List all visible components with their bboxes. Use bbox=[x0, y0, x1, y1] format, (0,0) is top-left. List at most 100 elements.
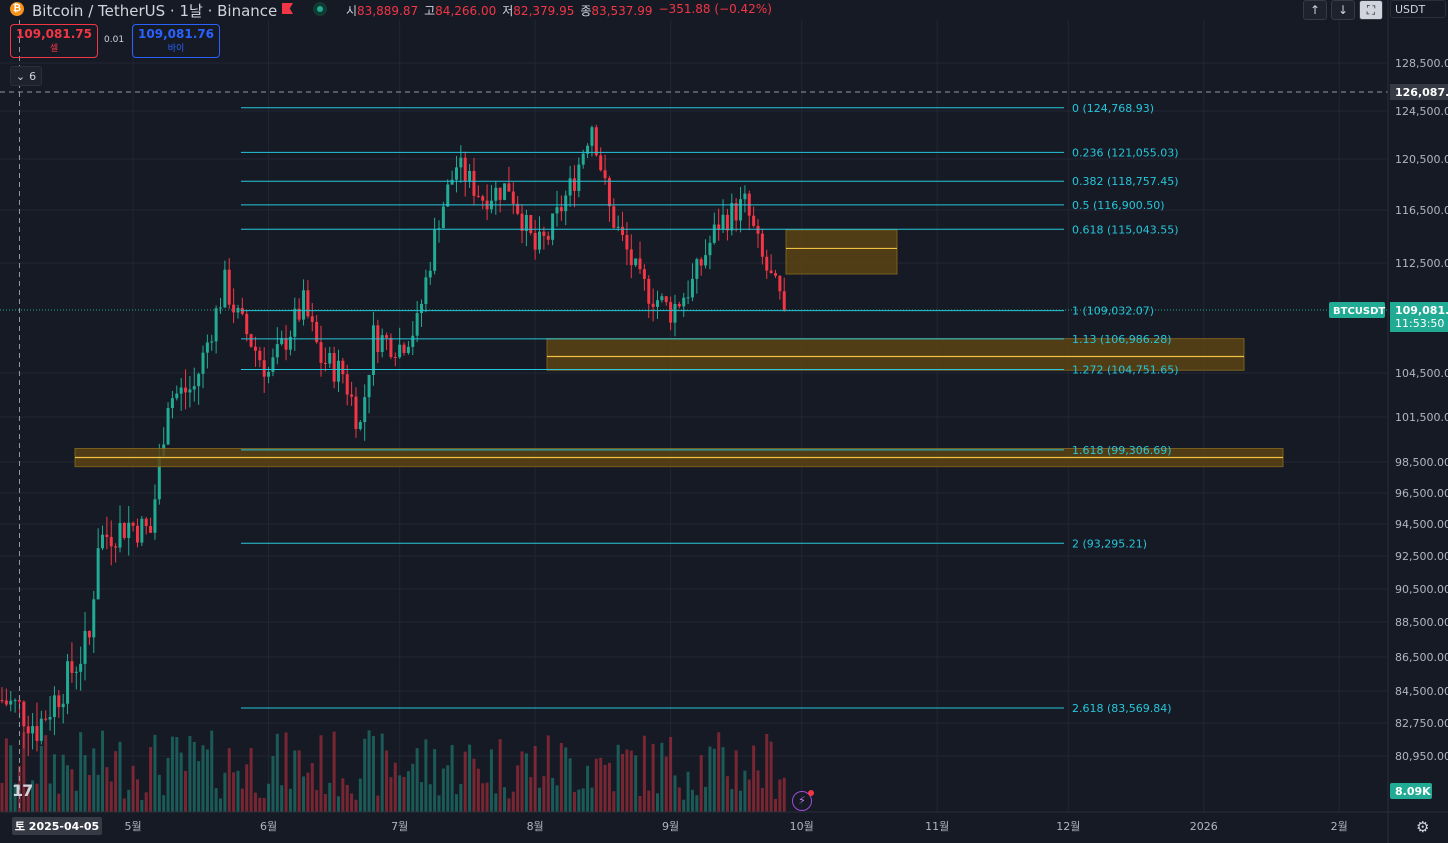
volume-bar bbox=[48, 783, 52, 812]
volume-bar bbox=[79, 732, 83, 812]
volume-bar bbox=[332, 731, 336, 812]
ohlc-legend: 시83,889.87 고84,266.00 저82,379.95 종83,537… bbox=[346, 2, 772, 19]
volume-bar bbox=[616, 744, 620, 812]
candle-body bbox=[739, 199, 743, 221]
candle-body bbox=[765, 256, 769, 271]
volume-bar bbox=[262, 797, 266, 812]
crosshair-date-tag bbox=[12, 817, 102, 835]
volume-bar bbox=[669, 736, 673, 812]
lightning-icon[interactable]: ⚡ bbox=[792, 790, 814, 811]
volume-bar bbox=[629, 750, 633, 812]
fibonacci-extension[interactable]: 0 (124,768.93) 0.236 (121,055.03) 0.382 (1… bbox=[241, 102, 1179, 715]
settings-gear-icon[interactable]: ⚙ bbox=[1416, 818, 1430, 836]
volume-bar bbox=[105, 767, 109, 812]
zone-box[interactable] bbox=[546, 338, 1245, 371]
volume-bar bbox=[415, 748, 419, 812]
volume-bar bbox=[371, 736, 375, 812]
candle-body bbox=[157, 456, 161, 500]
candle-body bbox=[621, 226, 625, 236]
candle-body bbox=[332, 353, 336, 382]
candle-body bbox=[179, 387, 183, 394]
candle-body bbox=[92, 599, 96, 638]
time-tick-label: 2026 bbox=[1190, 820, 1218, 833]
volume-bar bbox=[350, 793, 354, 812]
volume-bar bbox=[122, 798, 126, 812]
volume-bar bbox=[341, 778, 345, 812]
volume-bar bbox=[144, 792, 148, 812]
volume-bar bbox=[463, 751, 467, 812]
candle-body bbox=[511, 191, 515, 204]
scroll-up-button[interactable]: ↑ bbox=[1303, 0, 1327, 20]
volume-bar bbox=[92, 748, 96, 812]
volume-bar bbox=[647, 790, 651, 812]
candle-body bbox=[48, 717, 52, 720]
volume-bar bbox=[760, 787, 764, 812]
candle-body bbox=[57, 695, 61, 708]
zone-box[interactable] bbox=[785, 229, 898, 275]
price-tick-label: 124,500.00 bbox=[1395, 105, 1448, 118]
volume-bar bbox=[367, 730, 371, 812]
scroll-down-button[interactable]: ↓ bbox=[1331, 0, 1355, 20]
candle-body bbox=[227, 269, 231, 305]
candle-body bbox=[144, 518, 148, 527]
flag-icon[interactable] bbox=[282, 3, 293, 14]
volume-bar bbox=[481, 783, 485, 812]
candle-body bbox=[695, 259, 699, 279]
candle-body bbox=[389, 337, 393, 358]
time-tick-label: 2월 bbox=[1331, 820, 1348, 833]
candle-body bbox=[498, 187, 502, 200]
buy-label: 바이 bbox=[167, 44, 185, 54]
buy-button[interactable]: 109,081.76 바이 bbox=[132, 24, 220, 58]
candles bbox=[0, 124, 786, 757]
candle-body bbox=[306, 290, 310, 317]
time-axis[interactable]: 5월 6월 7월 8월 9월 10월 11월 12월 2026 2월 토 2025-04-05 bbox=[0, 811, 1448, 835]
candle-body bbox=[70, 661, 74, 673]
candle-body bbox=[756, 225, 760, 234]
tradingview-logo[interactable]: 17 bbox=[12, 781, 33, 800]
time-tick-label: 11월 bbox=[925, 820, 949, 833]
candle-body bbox=[131, 522, 135, 526]
price-tick-label: 88,500.00 bbox=[1395, 616, 1448, 629]
volume-bar bbox=[450, 744, 454, 812]
candle-body bbox=[210, 341, 214, 343]
volume-bar bbox=[101, 730, 105, 812]
volume-bar bbox=[249, 748, 253, 812]
candle-body bbox=[0, 700, 4, 702]
close-label: 종 bbox=[580, 4, 592, 18]
volume-bar bbox=[363, 738, 367, 812]
price-tick-label: 90,500.00 bbox=[1395, 583, 1448, 596]
indicators-toggle[interactable]: ⌄ 6 bbox=[10, 66, 42, 86]
volume-bar bbox=[503, 787, 507, 812]
candle-body bbox=[153, 499, 157, 533]
volume-bar bbox=[162, 795, 166, 812]
currency-button[interactable]: USDT bbox=[1390, 0, 1446, 18]
symbol-tag-label: BTCUSDT bbox=[1333, 306, 1385, 317]
candle-body bbox=[371, 325, 375, 375]
volume-bar bbox=[175, 737, 179, 812]
volume-bar bbox=[756, 770, 760, 812]
candle-body bbox=[223, 269, 227, 308]
candle-body bbox=[616, 226, 620, 228]
volume-bar bbox=[385, 750, 389, 812]
volume-bar bbox=[664, 756, 668, 812]
candle-body bbox=[293, 308, 297, 337]
volume-bar bbox=[433, 749, 437, 812]
candle-body bbox=[188, 389, 192, 393]
volume-bar bbox=[131, 765, 135, 812]
sell-button[interactable]: 109,081.75 셀 bbox=[10, 24, 98, 58]
candle-body bbox=[708, 242, 712, 256]
low-value: 82,379.95 bbox=[513, 4, 575, 18]
candle-body bbox=[96, 548, 100, 600]
candle-body bbox=[551, 213, 555, 240]
volume-bar bbox=[192, 741, 196, 812]
volume-bar bbox=[551, 777, 555, 812]
volume-bar bbox=[712, 748, 716, 812]
supply-demand-zones[interactable] bbox=[74, 229, 1284, 468]
candle-body bbox=[420, 303, 424, 314]
symbol-title[interactable]: Bitcoin / TetherUS · 1날 · Binance bbox=[32, 2, 278, 20]
candle-body bbox=[87, 630, 91, 638]
candle-body bbox=[712, 224, 716, 243]
fullscreen-button[interactable]: ⛶ bbox=[1359, 0, 1383, 20]
